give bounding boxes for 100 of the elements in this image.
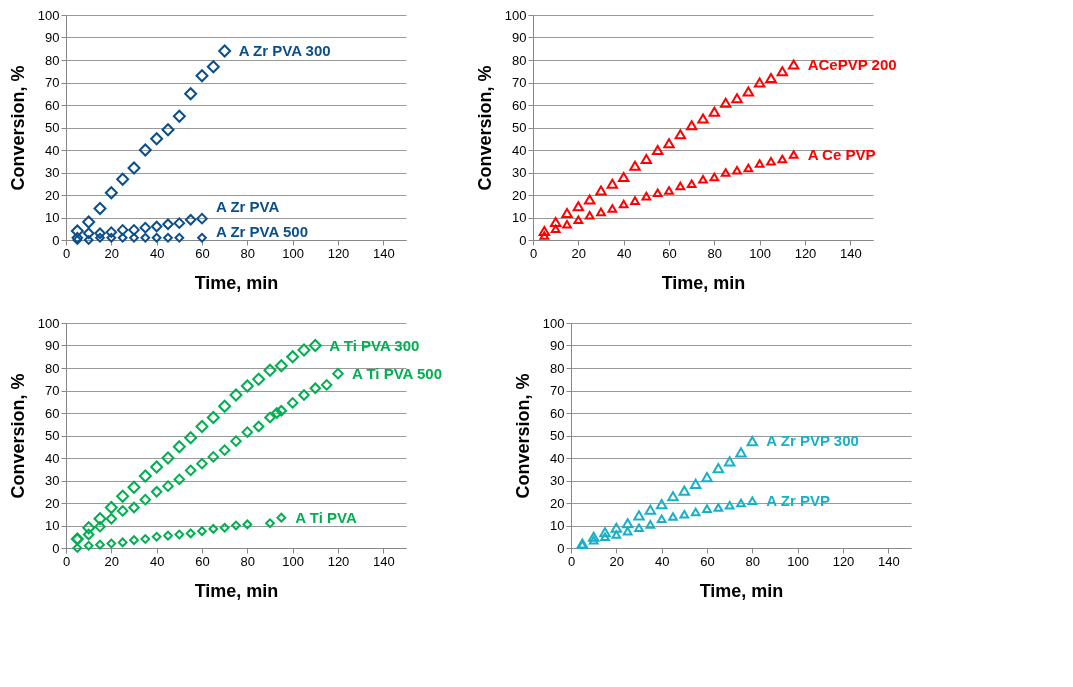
series-label: ACePVP 200 [807,55,897,73]
point [140,534,151,544]
y-tick-label: 90 [512,30,527,45]
y-tick-label: 50 [512,120,527,135]
point [668,512,678,521]
point [127,161,141,175]
point [702,504,712,513]
point [95,539,105,550]
x-tick-label: 100 [282,553,305,569]
point [138,143,152,157]
point [690,507,701,517]
y-tick-label: 50 [550,428,565,443]
x-tick-label: 0 [529,245,538,261]
point [196,212,208,225]
point [679,509,690,519]
y-axis-title: Conversion, % [7,373,28,499]
y-tick-label: 80 [45,52,60,68]
point [678,485,691,496]
point [595,185,607,196]
y-tick-label: 30 [45,473,60,488]
point [732,165,742,175]
point [128,224,140,236]
point [600,532,610,542]
x-tick-label: 20 [104,245,120,261]
y-tick-label: 60 [45,405,60,421]
series-label: A Ti PVA 500 [352,364,443,382]
y-tick-label: 90 [45,338,60,353]
point [689,478,702,489]
point [549,216,562,228]
point [82,528,95,541]
y-tick-label: 90 [550,338,565,353]
point [150,460,164,474]
point [765,72,777,84]
point [116,489,130,503]
point [572,201,585,212]
x-tick-label: 40 [149,553,165,569]
x-tick-label: 140 [372,553,395,569]
x-tick-label: 100 [787,553,810,569]
point [663,138,675,149]
point [219,522,230,533]
point [274,359,288,373]
y-tick-label: 40 [45,450,60,466]
x-tick-label: 80 [745,553,761,569]
y-tick-label: 80 [550,360,565,376]
point [140,232,151,243]
y-tick-label: 10 [550,518,565,533]
point [105,226,118,238]
y-tick-label: 40 [550,450,565,466]
point [617,171,630,183]
point [206,411,220,424]
x-tick-label: 0 [62,245,71,261]
point [129,232,139,243]
y-tick-label: 60 [512,97,527,113]
point [163,530,173,541]
y-tick-label: 20 [45,187,60,203]
x-axis-title: Time, min [194,272,279,293]
point [105,513,118,525]
series-label: A Ti PVA 300 [329,336,420,354]
y-tick-label: 30 [550,473,565,488]
point [206,60,220,74]
point [584,210,595,220]
point [308,339,322,352]
y-tick-label: 30 [45,165,60,180]
point [263,363,277,377]
point [332,367,344,380]
y-tick-label: 0 [52,232,60,248]
point [561,207,573,219]
point [117,537,128,548]
point [309,382,322,394]
point [724,500,735,510]
y-tick-label: 60 [45,97,60,113]
point [196,457,208,470]
point [610,522,623,533]
y-tick-label: 0 [52,540,60,556]
point [116,224,129,236]
point [104,501,118,514]
x-axis-title: Time, min [699,580,784,601]
x-tick-label: 140 [372,245,395,261]
point [129,535,139,545]
point [106,232,117,243]
x-tick-label: 100 [282,245,305,261]
point [174,529,185,540]
point [184,87,198,101]
x-tick-label: 100 [749,245,772,261]
point [754,159,765,168]
point [184,431,198,445]
x-tick-label: 120 [327,553,350,569]
point [127,480,141,494]
y-tick-label: 10 [512,210,527,225]
point [173,217,186,229]
point [241,426,254,438]
point [94,227,106,239]
point [675,181,686,191]
point [151,232,162,243]
x-axis-title: Time, min [661,272,746,293]
point [83,235,94,245]
point [139,493,152,506]
point [197,526,207,536]
point [70,224,84,238]
point [645,520,656,529]
